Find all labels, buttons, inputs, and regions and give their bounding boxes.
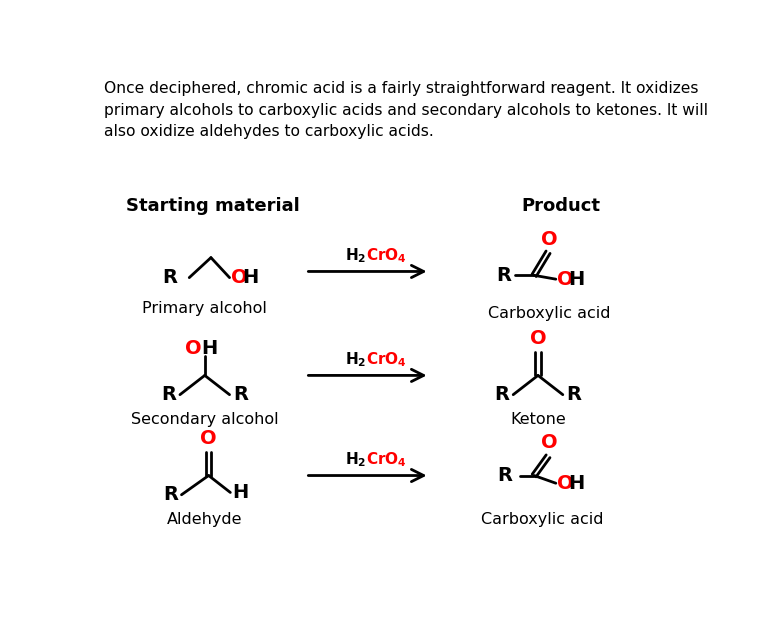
Text: Aldehyde: Aldehyde: [167, 511, 243, 526]
Text: $\mathbf{CrO_4}$: $\mathbf{CrO_4}$: [366, 351, 407, 369]
Text: Ketone: Ketone: [510, 412, 566, 426]
Text: O: O: [200, 429, 217, 448]
Text: R: R: [497, 466, 512, 485]
Text: Primary alcohol: Primary alcohol: [142, 300, 267, 316]
Text: H: H: [202, 339, 218, 358]
Text: $\mathbf{H_2}$: $\mathbf{H_2}$: [344, 247, 366, 265]
Text: R: R: [567, 385, 581, 404]
Text: Product: Product: [522, 197, 601, 215]
Text: R: R: [162, 268, 178, 287]
Text: $\mathbf{H_2}$: $\mathbf{H_2}$: [344, 451, 366, 470]
Text: R: R: [494, 385, 509, 404]
Text: H: H: [568, 270, 584, 289]
Text: $\mathbf{CrO_4}$: $\mathbf{CrO_4}$: [366, 451, 407, 470]
Text: $\mathbf{H_2}$: $\mathbf{H_2}$: [344, 351, 366, 369]
Text: Starting material: Starting material: [126, 197, 300, 215]
Text: R: R: [233, 385, 249, 404]
Text: O: O: [530, 329, 546, 347]
Text: O: O: [541, 433, 558, 453]
Text: H: H: [232, 483, 248, 502]
Text: Carboxylic acid: Carboxylic acid: [480, 511, 603, 526]
Text: Secondary alcohol: Secondary alcohol: [131, 412, 279, 426]
Text: O: O: [557, 474, 574, 493]
Text: $\mathbf{CrO_4}$: $\mathbf{CrO_4}$: [366, 247, 407, 265]
Text: R: R: [163, 485, 179, 505]
Text: O: O: [185, 339, 202, 358]
Text: O: O: [541, 230, 558, 249]
Text: O: O: [231, 268, 248, 287]
Text: H: H: [568, 474, 584, 493]
Text: R: R: [161, 385, 176, 404]
Text: Once deciphered, chromic acid is a fairly straightforward reagent. It oxidizes
p: Once deciphered, chromic acid is a fairl…: [104, 81, 708, 140]
Text: O: O: [557, 270, 574, 289]
Text: Carboxylic acid: Carboxylic acid: [488, 306, 611, 321]
Text: H: H: [242, 268, 258, 287]
Text: R: R: [496, 266, 511, 285]
